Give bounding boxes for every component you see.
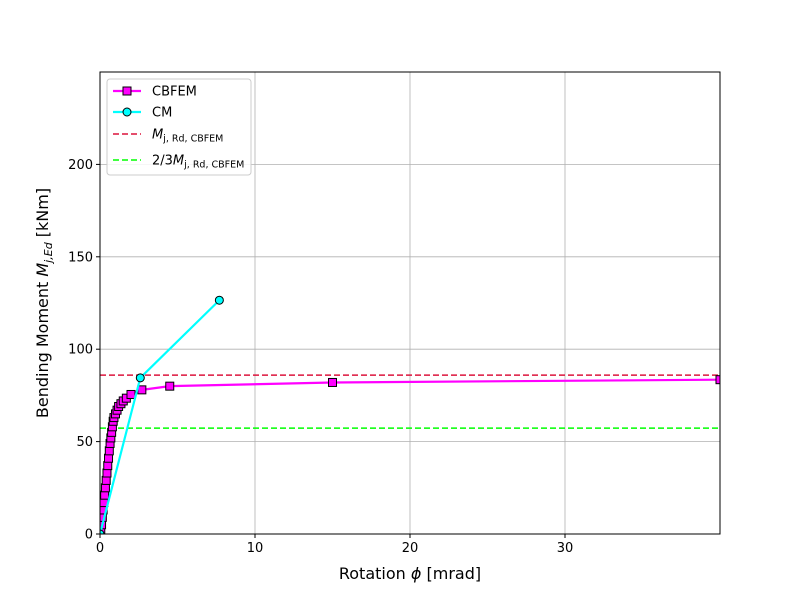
data-point: [104, 446, 114, 456]
legend-label-cbfem: CBFEM: [152, 85, 197, 100]
data-point: [103, 461, 113, 471]
legend-marker: [122, 86, 132, 96]
data-point: [126, 389, 136, 399]
data-point: [101, 475, 111, 485]
data-point: [214, 295, 224, 305]
legend-marker: [122, 107, 132, 117]
x-tick-label: 20: [402, 541, 419, 556]
x-tick-label: 10: [247, 541, 264, 556]
data-point: [100, 490, 110, 500]
x-axis-label: Rotation ϕ [mrad]: [339, 564, 481, 583]
legend-box: [106, 78, 252, 176]
reference-lines: [100, 374, 720, 429]
data-point: [135, 373, 145, 383]
data-point: [102, 468, 112, 478]
y-axis-label: Bending Moment Mj,Ed [kNm]: [33, 188, 55, 418]
legend: CBFEM CM Mj, Rd, CBFEM 2/3Mj, Rd, CBFEM: [106, 78, 252, 176]
data-point: [328, 377, 337, 387]
axis-ticks: 0 10 20 30 0 50 100 150 200: [68, 158, 573, 556]
series-cm: [100, 295, 224, 534]
x-tick-label: 0: [96, 541, 104, 556]
legend-label-reference-0: Mj, Rd, CBFEM: [152, 128, 223, 145]
legend-label-cm: CM: [152, 106, 172, 121]
data-point: [100, 529, 105, 534]
data-point: [100, 483, 110, 493]
data-point: [104, 453, 114, 463]
x-tick-label: 30: [557, 541, 574, 556]
y-tick-label: 150: [68, 250, 93, 265]
y-tick-label: 50: [76, 435, 93, 450]
y-tick-label: 200: [68, 158, 93, 173]
data-series: [100, 295, 720, 534]
data-point: [715, 375, 720, 385]
data-point: [165, 381, 175, 391]
legend-label-reference-1: 2/3Mj, Rd, CBFEM: [152, 154, 244, 171]
y-tick-label: 0: [85, 528, 93, 543]
y-tick-label: 100: [68, 343, 93, 358]
